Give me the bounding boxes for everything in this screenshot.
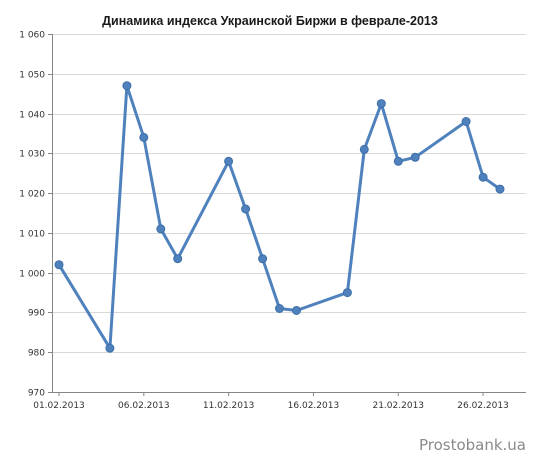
data-point[interactable] xyxy=(478,172,488,182)
y-tick-label: 990 xyxy=(28,309,45,319)
data-point[interactable] xyxy=(410,152,420,162)
x-tick-label: 26.02.2013 xyxy=(457,401,509,411)
data-point[interactable] xyxy=(461,117,471,126)
y-tick-label: 980 xyxy=(28,349,45,359)
y-tick-label: 1 060 xyxy=(19,31,45,41)
x-tick-label: 16.02.2013 xyxy=(288,401,340,411)
chart-title: Динамика индекса Украинской Биржи в февр… xyxy=(102,14,438,28)
x-tick-label: 11.02.2013 xyxy=(203,401,255,411)
data-point[interactable] xyxy=(122,81,132,91)
data-point[interactable] xyxy=(139,132,149,142)
axes xyxy=(48,34,526,396)
x-tick-label: 06.02.2013 xyxy=(118,401,170,411)
data-point[interactable] xyxy=(376,99,386,109)
data-point[interactable] xyxy=(258,254,268,264)
data-point[interactable] xyxy=(292,306,301,315)
grid-lines xyxy=(52,34,526,353)
data-point[interactable] xyxy=(156,224,166,234)
y-tick-label: 1 050 xyxy=(19,71,45,81)
y-tick-label: 1 000 xyxy=(19,270,45,280)
y-tick-label: 1 010 xyxy=(19,230,45,240)
data-point[interactable] xyxy=(359,144,369,154)
data-point[interactable] xyxy=(342,288,352,298)
data-point[interactable] xyxy=(105,343,115,353)
data-point[interactable] xyxy=(173,254,183,264)
x-axis-tick-labels: 01.02.2013 06.02.2013 11.02.2013 16.02.2013… xyxy=(33,401,509,411)
y-tick-label: 1 020 xyxy=(19,190,45,200)
data-point[interactable] xyxy=(495,184,505,194)
y-tick-label: 1 040 xyxy=(19,111,45,121)
data-point[interactable] xyxy=(54,260,64,270)
x-tick-label: 01.02.2013 xyxy=(33,401,85,411)
data-point[interactable] xyxy=(224,156,234,166)
series-layer xyxy=(54,81,505,353)
x-tick-label: 21.02.2013 xyxy=(372,401,424,411)
data-point[interactable] xyxy=(393,156,403,166)
y-tick-label: 1 030 xyxy=(19,150,45,160)
data-point[interactable] xyxy=(241,204,251,214)
watermark-text: Prostobank.ua xyxy=(419,436,526,454)
y-axis-tick-labels: 970 980 990 1 000 1 010 1 020 1 030 1 040 1 050 1… xyxy=(19,31,45,399)
y-tick-label: 970 xyxy=(28,389,45,399)
data-point[interactable] xyxy=(275,304,284,313)
